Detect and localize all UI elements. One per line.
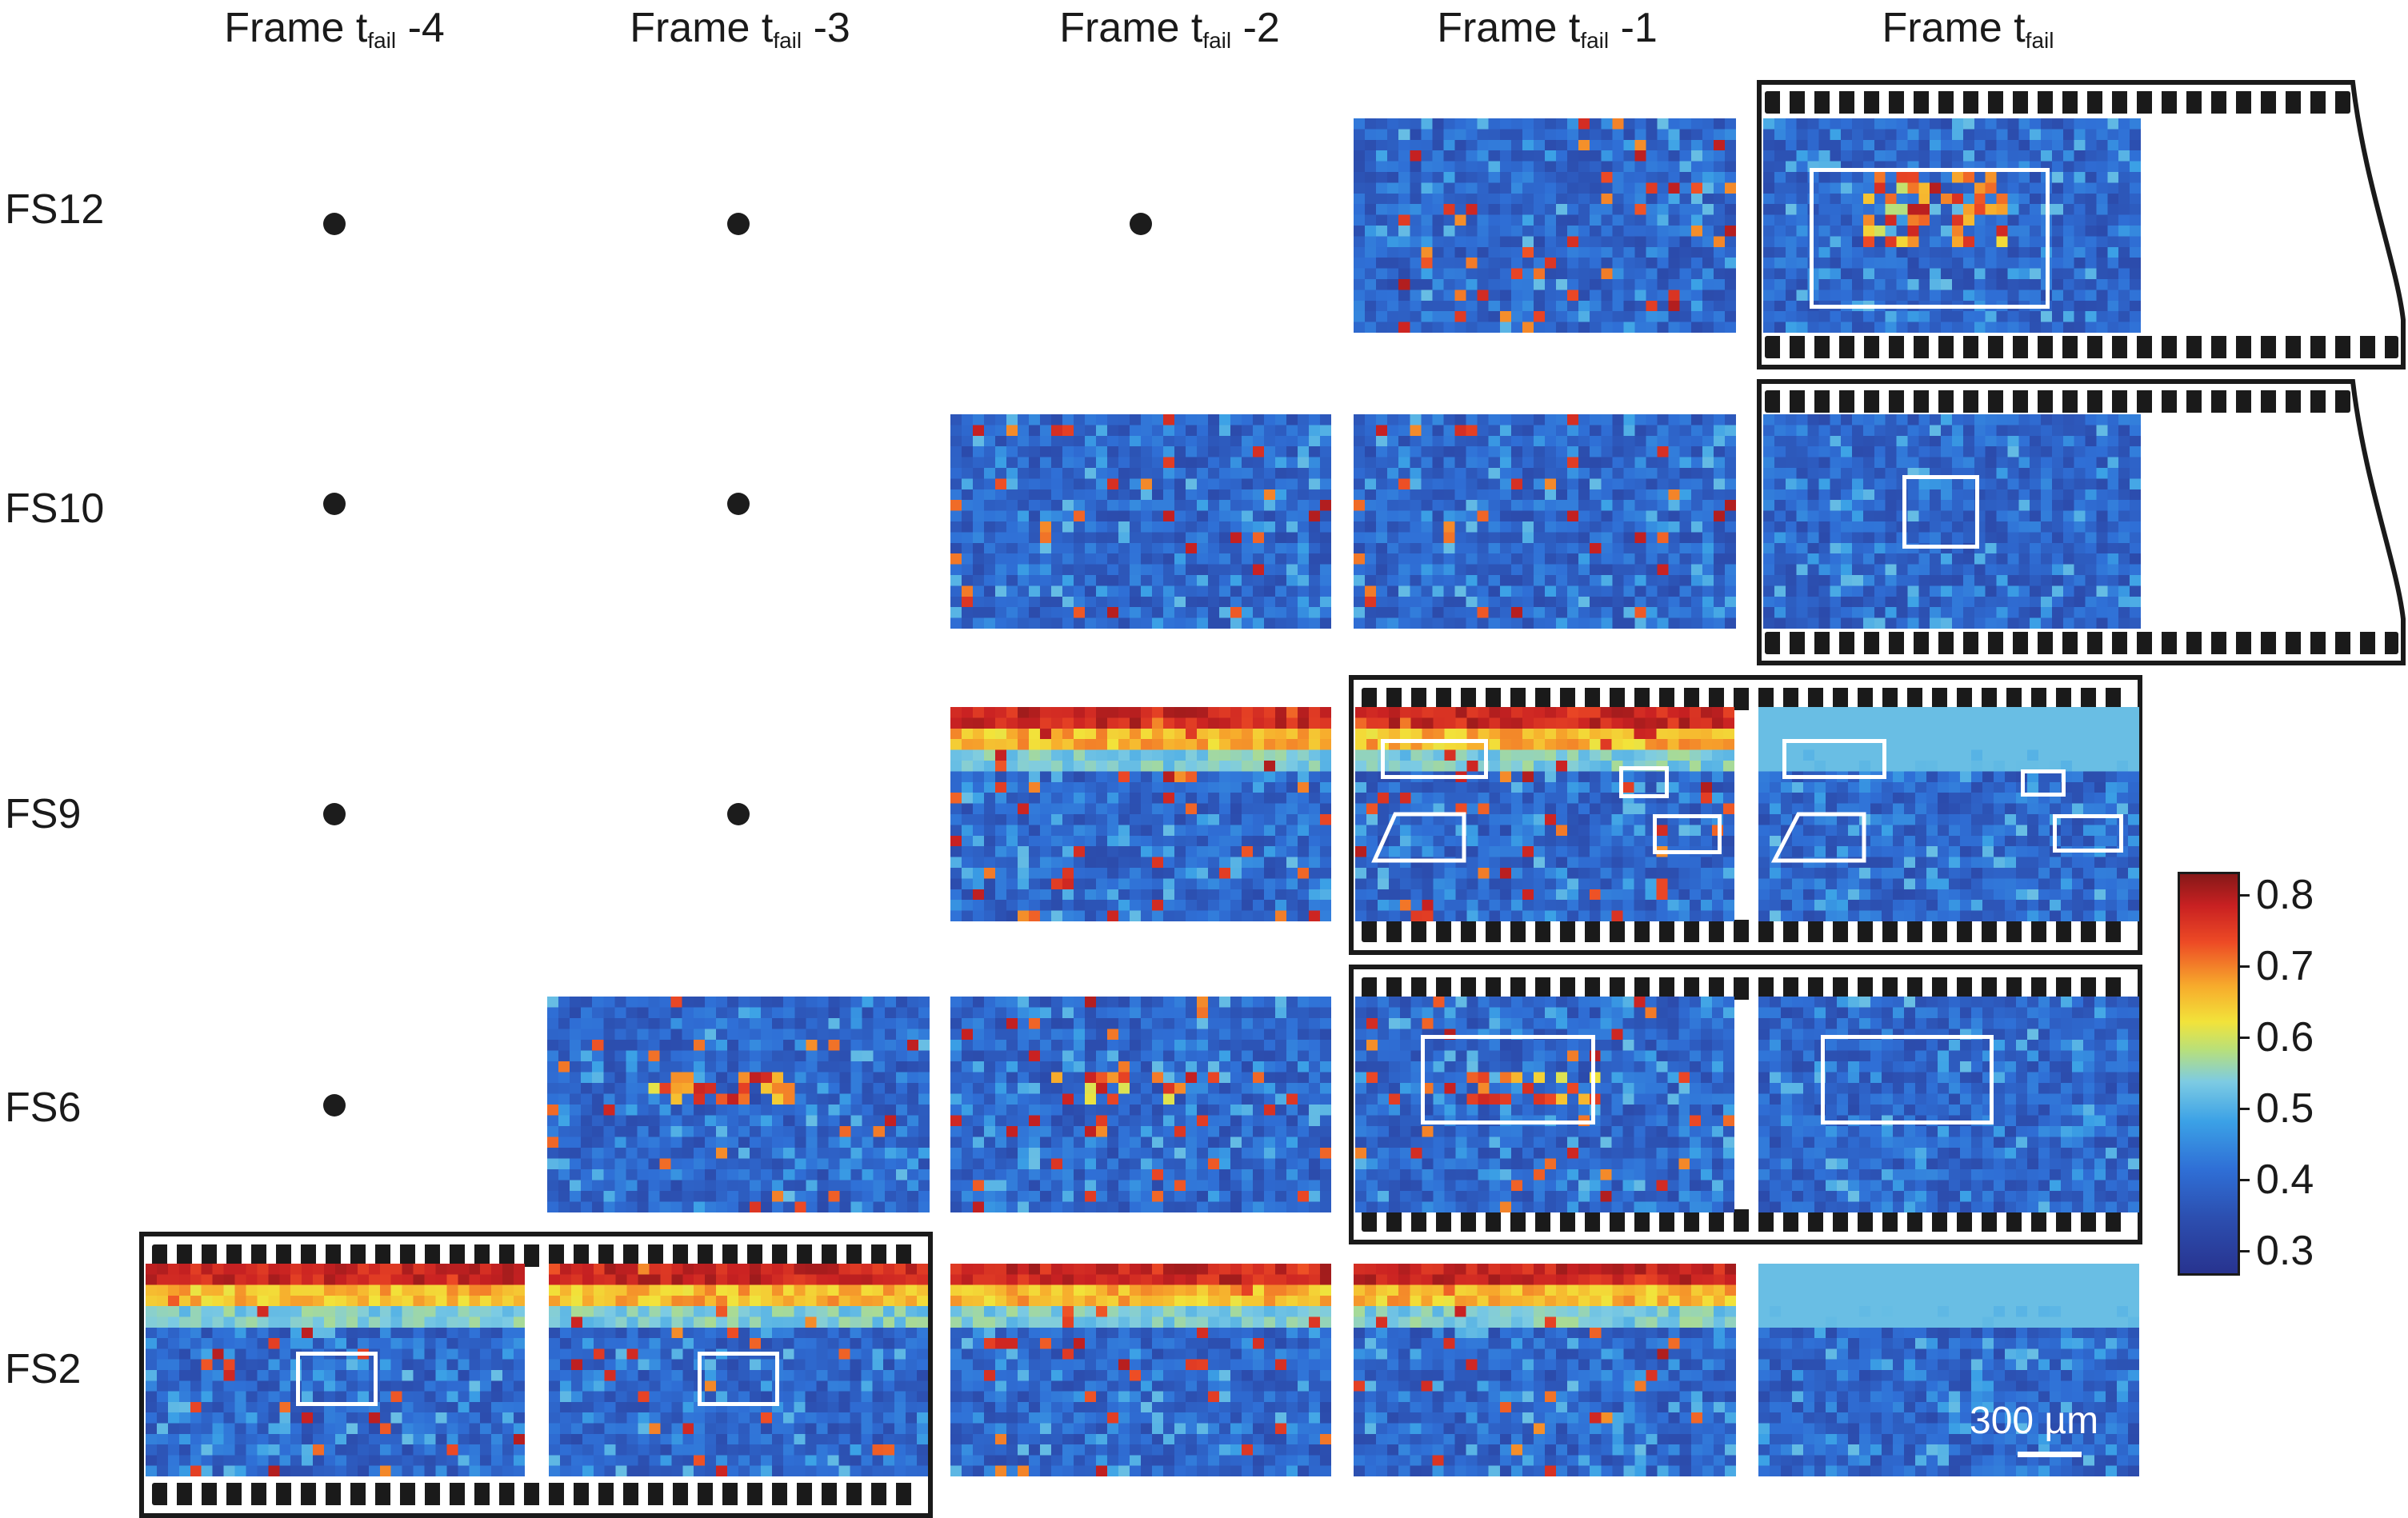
header-main: Frame t: [1437, 5, 1581, 51]
missing-frame-dot: [727, 213, 750, 235]
column-header-tfail: Frame tfail: [1776, 0, 2160, 69]
header-sub: fail: [2025, 28, 2054, 53]
heatmap-fs2-tfail-minus-2: [950, 1264, 1331, 1476]
heatmap-fs2-tfail-minus-4: [146, 1264, 525, 1476]
colorbar: [2178, 872, 2240, 1276]
heatmap-texture: [950, 1264, 1331, 1476]
missing-frame-dot: [727, 493, 750, 515]
heatmap-texture: [547, 997, 930, 1212]
row-label-fs6: FS6: [5, 1085, 82, 1131]
film-perforation-bottom: [1765, 336, 2398, 358]
roi-box-fs6-tfail: [1821, 1035, 1994, 1125]
heatmap-fs6-tfail-minus-1: [1355, 997, 1734, 1212]
roi-box-fs12-tfail: [1810, 168, 2050, 309]
heatmap-fs10-tfail-minus-1: [1354, 414, 1736, 629]
colorbar-tick-mark: [2240, 1037, 2250, 1039]
row-label-fs10: FS10: [5, 485, 105, 532]
heatmap-fs2-tfail-minus-3: [549, 1264, 928, 1476]
heatmap-texture: [1763, 118, 2141, 333]
missing-frame-dot: [323, 803, 346, 825]
film-perforation-top: [1362, 977, 2130, 1000]
scale-bar-line: [2018, 1452, 2082, 1457]
heatmap-texture: [1354, 118, 1736, 333]
colorbar-tick-label: 0.8: [2256, 872, 2314, 918]
roi-box-fs9-tfail: [2021, 769, 2066, 797]
row-label-fs2: FS2: [5, 1346, 82, 1392]
colorbar-tick-label: 0.4: [2256, 1156, 2314, 1203]
roi-box-fs10-tfail: [1902, 475, 1979, 549]
colorbar-tick-label: 0.5: [2256, 1085, 2314, 1132]
heatmap-fs9-tfail-minus-2: [950, 707, 1331, 921]
missing-frame-dot: [323, 1094, 346, 1117]
header-sub: fail: [1202, 28, 1232, 53]
heatmap-texture: [1354, 414, 1736, 629]
heatmap-texture: [1763, 414, 2141, 629]
heatmap-texture: [950, 997, 1331, 1212]
header-suffix: -3: [802, 5, 850, 51]
roi-box-fs9-tfail-minus-1: [1653, 814, 1722, 854]
colorbar-tick-mark: [2240, 894, 2250, 897]
column-header-tfail-minus-3: Frame tfail -3: [548, 0, 932, 69]
scale-bar-label: 300 µm: [1970, 1400, 2099, 1442]
film-perforation-top: [1765, 91, 2350, 114]
roi-box-fs9-tfail-minus-1: [1619, 766, 1669, 798]
header-suffix: -1: [1609, 5, 1658, 51]
header-main: Frame t: [1059, 5, 1203, 51]
header-main: Frame t: [630, 5, 774, 51]
heatmap-fs6-tfail-minus-3: [547, 997, 930, 1212]
heatmap-fs10-tfail: [1763, 414, 2141, 629]
header-sub: fail: [1580, 28, 1610, 53]
roi-box-fs2-tfail-minus-3: [698, 1352, 779, 1406]
heatmap-texture: [1758, 1264, 2139, 1476]
header-suffix: -4: [396, 5, 445, 51]
heatmap-texture: [1354, 1264, 1736, 1476]
colorbar-tick-label: 0.7: [2256, 943, 2314, 989]
heatmap-texture: [950, 414, 1331, 629]
header-sub: fail: [367, 28, 397, 53]
heatmap-texture: [549, 1264, 928, 1476]
roi-box-fs9-tfail-minus-1: [1381, 739, 1488, 779]
heatmap-texture: [1355, 997, 1734, 1212]
colorbar-tick-mark: [2240, 1179, 2250, 1181]
film-perforation-top: [152, 1244, 920, 1267]
missing-frame-dot: [323, 493, 346, 515]
column-header-tfail-minus-4: Frame tfail -4: [142, 0, 526, 69]
film-perforation-bottom: [152, 1483, 920, 1505]
column-header-tfail-minus-2: Frame tfail -2: [978, 0, 1362, 69]
colorbar-tick-mark: [2240, 965, 2250, 968]
header-main: Frame t: [224, 5, 368, 51]
film-perforation-bottom: [1765, 632, 2398, 654]
film-perforation-bottom: [1362, 1209, 2130, 1232]
heatmap-fs12-tfail-minus-1: [1354, 118, 1736, 333]
colorbar-tick-label: 0.6: [2256, 1014, 2314, 1061]
colorbar-tick-label: 0.3: [2256, 1228, 2314, 1274]
missing-frame-dot: [727, 803, 750, 825]
heatmap-fs2-tfail: [1758, 1264, 2139, 1476]
roi-box-fs9-tfail: [2053, 814, 2123, 853]
colorbar-tick-mark: [2240, 1250, 2250, 1252]
heatmap-fs6-tfail-minus-2: [950, 997, 1331, 1212]
colorbar-tick-mark: [2240, 1108, 2250, 1110]
film-perforation-top: [1362, 688, 2130, 710]
missing-frame-dot: [1130, 213, 1152, 235]
heatmap-texture: [146, 1264, 525, 1476]
header-suffix: -2: [1231, 5, 1280, 51]
roi-box-fs9-tfail: [1782, 739, 1886, 779]
heatmap-fs12-tfail: [1763, 118, 2141, 333]
row-label-fs12: FS12: [5, 186, 105, 233]
roi-box-fs6-tfail-minus-1: [1421, 1035, 1595, 1125]
heatmap-fs2-tfail-minus-1: [1354, 1264, 1736, 1476]
row-label-fs9: FS9: [5, 791, 82, 837]
heatmap-fs10-tfail-minus-2: [950, 414, 1331, 629]
missing-frame-dot: [323, 213, 346, 235]
heatmap-texture: [950, 707, 1331, 921]
roi-box-fs2-tfail-minus-4: [296, 1352, 378, 1406]
film-perforation-bottom: [1362, 920, 2130, 942]
header-sub: fail: [773, 28, 802, 53]
column-header-tfail-minus-1: Frame tfail -1: [1355, 0, 1739, 69]
film-perforation-top: [1765, 390, 2350, 413]
header-main: Frame t: [1882, 5, 2026, 51]
